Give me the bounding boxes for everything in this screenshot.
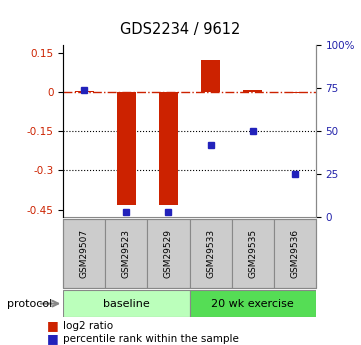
- Text: 20 wk exercise: 20 wk exercise: [211, 299, 294, 308]
- Text: ■: ■: [47, 319, 59, 333]
- Text: GSM29533: GSM29533: [206, 229, 215, 278]
- FancyBboxPatch shape: [105, 219, 147, 288]
- Text: ■: ■: [47, 332, 59, 345]
- Bar: [159, 92, 178, 205]
- FancyBboxPatch shape: [190, 290, 316, 317]
- Text: GSM29507: GSM29507: [80, 229, 89, 278]
- Text: GSM29535: GSM29535: [248, 229, 257, 278]
- Bar: [117, 92, 136, 205]
- Bar: [243, 90, 262, 92]
- Bar: [75, 91, 94, 92]
- FancyBboxPatch shape: [63, 219, 105, 288]
- FancyBboxPatch shape: [274, 219, 316, 288]
- Text: GSM29536: GSM29536: [290, 229, 299, 278]
- Bar: [285, 92, 304, 93]
- FancyBboxPatch shape: [147, 219, 190, 288]
- Text: baseline: baseline: [103, 299, 150, 308]
- FancyBboxPatch shape: [232, 219, 274, 288]
- Text: log2 ratio: log2 ratio: [63, 321, 113, 331]
- Text: protocol: protocol: [7, 299, 52, 308]
- Text: percentile rank within the sample: percentile rank within the sample: [63, 334, 239, 344]
- FancyBboxPatch shape: [190, 219, 232, 288]
- Text: GSM29523: GSM29523: [122, 229, 131, 278]
- FancyBboxPatch shape: [63, 290, 190, 317]
- Text: GDS2234 / 9612: GDS2234 / 9612: [120, 22, 241, 37]
- Bar: [201, 60, 220, 92]
- Text: GSM29529: GSM29529: [164, 229, 173, 278]
